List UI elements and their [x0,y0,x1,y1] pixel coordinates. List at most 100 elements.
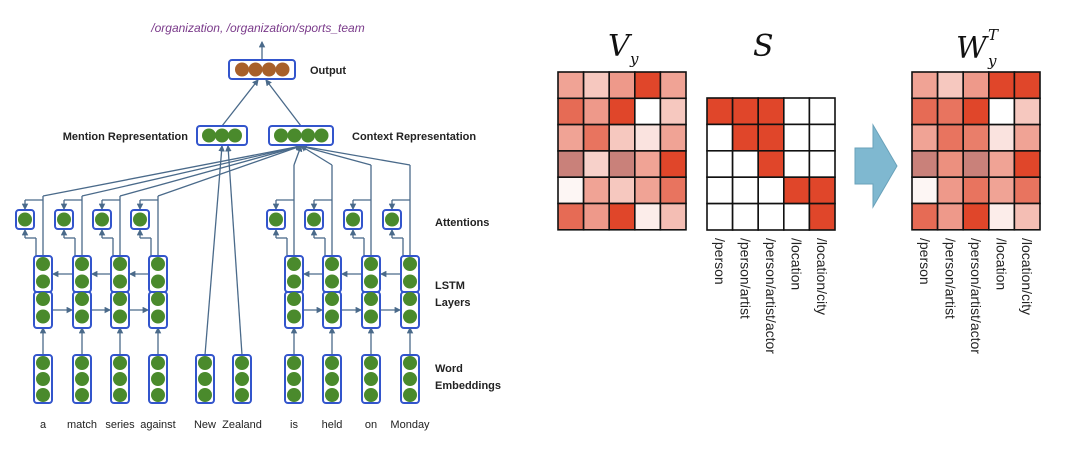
type-label: /location [994,238,1010,290]
matrix-cell [962,123,990,152]
neuron [36,292,50,306]
neuron [36,356,50,370]
type-label: /person [712,238,728,285]
matrix-cell [557,176,585,205]
matrix-cell [1013,123,1041,152]
neuron [113,356,127,370]
neuron [287,356,301,370]
matrix-cell [608,97,636,126]
neuron [215,128,229,143]
connection-line [299,143,411,166]
matrix-cell [582,71,610,100]
matrix-cell [987,202,1016,231]
neuron [385,212,399,227]
matrix-cell [936,71,964,100]
neuron [403,257,417,271]
matrix-cell [782,176,811,205]
neuron [113,372,127,386]
neuron [287,309,301,324]
type-label: /person/artist/actor [968,238,984,354]
matrix-cell [936,123,964,152]
neuron [113,292,127,306]
nodes [15,59,420,404]
transform-arrow-icon [854,123,898,209]
matrix-cell [782,97,811,126]
neuron [151,388,165,402]
matrix-cell [987,97,1016,126]
neuron [325,388,339,402]
connection-line [42,143,303,197]
neuron [248,62,263,77]
neuron [403,356,417,370]
matrix-cell [808,150,836,179]
type-label: /person/artist/actor [763,238,779,354]
lstm-label: LSTM [435,280,465,292]
matrix-cell [1013,150,1041,178]
type-label: /person/artist [737,238,753,319]
matrix-cell [962,202,990,231]
neuron [151,257,165,271]
neuron [198,356,212,370]
matrix-cell [962,71,990,100]
neuron [325,309,339,324]
matrix-cell [1013,97,1041,126]
word-token: a [40,419,47,431]
neuron [198,388,212,402]
matrix-cell [936,176,964,205]
matrix-cell [731,150,759,179]
matrix-cell [557,150,585,178]
type-label: /location/city [814,238,830,315]
matrix-cell [659,150,687,178]
matrix-cell [911,176,939,205]
output-types-label: /organization, /organization/sports_team [150,21,364,35]
matrix-cell [911,71,939,100]
matrix-cell [582,150,610,178]
matrix-cell [557,123,585,152]
matrix-cell [1013,176,1041,205]
layers-label: Layers [435,297,470,309]
matrix-cell [962,176,990,205]
connection-line [225,144,243,356]
matrix-cell [757,97,785,126]
word-token: against [140,419,175,431]
matrix-cell [633,150,662,178]
neuron [113,257,127,271]
matrix-cell [706,176,734,205]
matrix-cell [1013,71,1041,100]
neuron [346,212,360,227]
type-label: /person [917,238,933,285]
neuron [287,128,302,143]
matrix-cell [557,202,585,231]
matrix-cell [706,202,734,231]
neuron [325,356,339,370]
wy-superscript: T [988,26,999,44]
neuron [274,128,288,143]
matrix-cell [582,176,610,205]
matrix-cell [911,97,939,126]
neuron [151,309,165,324]
matrix-cell [782,123,811,152]
matrix-cell [659,71,687,100]
neuron [75,388,89,402]
neuron [325,257,339,271]
neuron [75,257,89,271]
matrix-cell [782,202,811,231]
neuron [403,372,417,386]
matrix-cell [757,176,785,205]
neuron [287,292,301,306]
matrix-cell [557,97,585,126]
matrix-cell [731,97,759,126]
neuron [403,274,417,289]
matrix-cell [659,176,687,205]
matrix-cell [782,150,811,179]
neuron [235,62,249,77]
context-representation-label: Context Representation [352,131,476,143]
neuron [314,128,329,143]
neuron [364,356,378,370]
matrix-cell [1013,202,1041,231]
neuron [307,212,321,227]
embeddings-label: Embeddings [435,380,501,392]
matrix-cell [757,150,785,179]
